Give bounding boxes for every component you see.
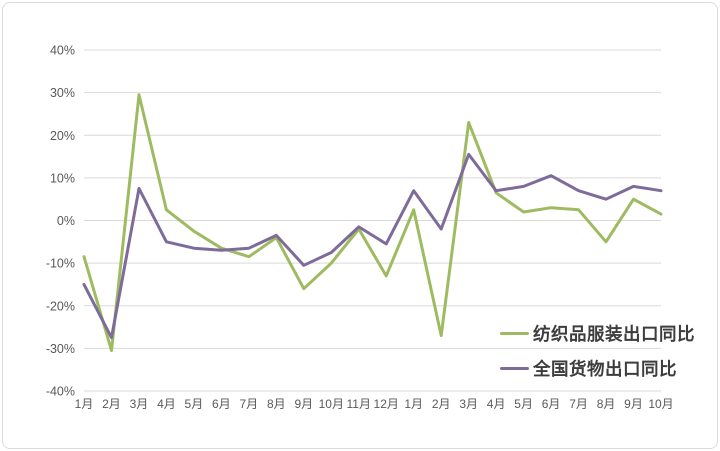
x-axis-label: 4月 (157, 397, 176, 411)
y-axis-label: 10% (50, 171, 75, 185)
legend-line-swatch-green (500, 332, 529, 335)
series-line-textile-apparel-export-yoy (82, 93, 663, 352)
x-axis-label: 7月 (240, 397, 259, 411)
x-axis-label: 1月 (75, 397, 94, 411)
x-axis-label: 1月 (404, 397, 423, 411)
x-axis-label: 10月 (648, 397, 673, 411)
legend-label-textile-apparel: 纺织品服装出口同比 (533, 324, 695, 344)
x-axis-label: 7月 (569, 397, 588, 411)
legend-label-national-goods: 全国货物出口同比 (533, 359, 677, 379)
x-axis-label: 6月 (542, 397, 561, 411)
x-axis-label: 9月 (294, 397, 313, 411)
x-axis-label: 6月 (212, 397, 231, 411)
x-axis-label: 2月 (432, 397, 451, 411)
x-axis-label: 9月 (624, 397, 643, 411)
x-axis-label: 3月 (459, 397, 478, 411)
x-axis-label: 10月 (319, 397, 344, 411)
legend-line-swatch-purple (500, 367, 529, 370)
y-axis-label: 0% (57, 214, 75, 228)
x-axis-label: 12月 (374, 397, 399, 411)
legend-item-national-goods: 全国货物出口同比 (500, 356, 695, 381)
y-axis-label: 40% (50, 44, 75, 58)
x-axis-label: 5月 (185, 397, 204, 411)
y-axis-label: 20% (50, 129, 75, 143)
y-axis-label: -10% (46, 257, 75, 271)
x-axis-label: 2月 (102, 397, 121, 411)
y-axis-label: -20% (46, 299, 75, 313)
x-axis-label: 3月 (130, 397, 149, 411)
y-axis-label: -40% (46, 385, 75, 399)
y-axis-label: -30% (46, 342, 75, 356)
x-axis-label: 4月 (487, 397, 506, 411)
x-axis-label: 8月 (267, 397, 286, 411)
x-axis-label: 11月 (347, 397, 371, 411)
legend-item-textile-apparel: 纺织品服装出口同比 (500, 321, 695, 346)
chart-legend: 纺织品服装出口同比 全国货物出口同比 (500, 321, 695, 381)
x-axis-label: 8月 (597, 397, 616, 411)
x-axis-label: 5月 (514, 397, 533, 411)
series-line-national-goods-export-yoy (82, 152, 663, 340)
y-axis-label: 30% (50, 86, 75, 100)
